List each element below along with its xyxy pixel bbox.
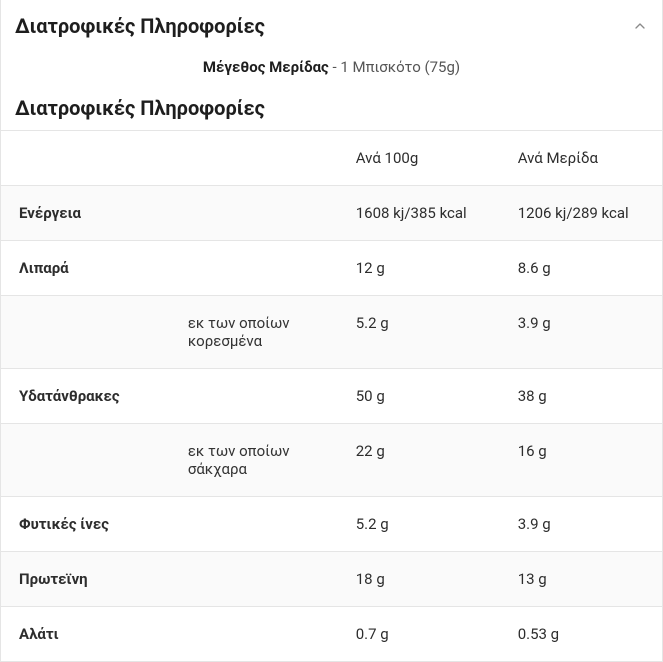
- row-label: Λιπαρά: [1, 241, 170, 296]
- row-per100g: 50 g: [338, 369, 500, 424]
- nutrition-table: Ανά 100g Ανά Μερίδα Ενέργεια 1608 kj/385…: [1, 130, 662, 661]
- row-perserving: 1206 kj/289 kcal: [500, 186, 662, 241]
- serving-size-value: 1 Μπισκότο (75g): [340, 58, 460, 76]
- row-per100g: 22 g: [338, 424, 500, 497]
- table-row: Λιπαρά 12 g 8.6 g: [1, 241, 662, 296]
- col-header-blank1: [1, 131, 170, 186]
- chevron-up-icon: [632, 18, 648, 34]
- row-per100g: 1608 kj/385 kcal: [338, 186, 500, 241]
- row-label: Ενέργεια: [1, 186, 170, 241]
- table-row: Πρωτεϊνη 18 g 13 g: [1, 552, 662, 607]
- table-row: Ενέργεια 1608 kj/385 kcal 1206 kj/289 kc…: [1, 186, 662, 241]
- table-row: Αλάτι 0.7 g 0.53 g: [1, 607, 662, 662]
- row-label: Υδατάνθρακες: [1, 369, 170, 424]
- row-perserving: 13 g: [500, 552, 662, 607]
- row-perserving: 3.9 g: [500, 497, 662, 552]
- row-per100g: 0.7 g: [338, 607, 500, 662]
- row-sublabel: [170, 369, 338, 424]
- col-header-perserving: Ανά Μερίδα: [500, 131, 662, 186]
- serving-size-label: Μέγεθος Μερίδας: [203, 58, 329, 76]
- row-sublabel: εκ των οποίων κορεσμένα: [170, 296, 338, 369]
- col-header-per100g: Ανά 100g: [338, 131, 500, 186]
- table-row: εκ των οποίων σάκχαρα 22 g 16 g: [1, 424, 662, 497]
- row-sublabel: [170, 497, 338, 552]
- row-sublabel: εκ των οποίων σάκχαρα: [170, 424, 338, 497]
- table-row: εκ των οποίων κορεσμένα 5.2 g 3.9 g: [1, 296, 662, 369]
- row-sublabel: [170, 186, 338, 241]
- row-per100g: 18 g: [338, 552, 500, 607]
- nutrition-panel: Διατροφικές Πληροφορίες Μέγεθος Μερίδας …: [0, 0, 663, 662]
- row-per100g: 5.2 g: [338, 497, 500, 552]
- table-title: Διατροφικές Πληροφορίες: [1, 96, 662, 130]
- row-perserving: 16 g: [500, 424, 662, 497]
- row-label: Πρωτεϊνη: [1, 552, 170, 607]
- row-sublabel: [170, 607, 338, 662]
- row-per100g: 12 g: [338, 241, 500, 296]
- table-header-row: Ανά 100g Ανά Μερίδα: [1, 131, 662, 186]
- accordion-header[interactable]: Διατροφικές Πληροφορίες: [1, 0, 662, 52]
- row-perserving: 38 g: [500, 369, 662, 424]
- col-header-blank2: [170, 131, 338, 186]
- row-perserving: 8.6 g: [500, 241, 662, 296]
- row-sublabel: [170, 241, 338, 296]
- row-sublabel: [170, 552, 338, 607]
- table-row: Υδατάνθρακες 50 g 38 g: [1, 369, 662, 424]
- table-row: Φυτικές ίνες 5.2 g 3.9 g: [1, 497, 662, 552]
- row-perserving: 0.53 g: [500, 607, 662, 662]
- row-label: [1, 424, 170, 497]
- serving-size-line: Μέγεθος Μερίδας - 1 Μπισκότο (75g): [1, 52, 662, 96]
- row-perserving: 3.9 g: [500, 296, 662, 369]
- accordion-title: Διατροφικές Πληροφορίες: [15, 14, 265, 38]
- row-label: Φυτικές ίνες: [1, 497, 170, 552]
- row-label: Αλάτι: [1, 607, 170, 662]
- row-label: [1, 296, 170, 369]
- serving-size-sep: -: [329, 58, 341, 76]
- row-per100g: 5.2 g: [338, 296, 500, 369]
